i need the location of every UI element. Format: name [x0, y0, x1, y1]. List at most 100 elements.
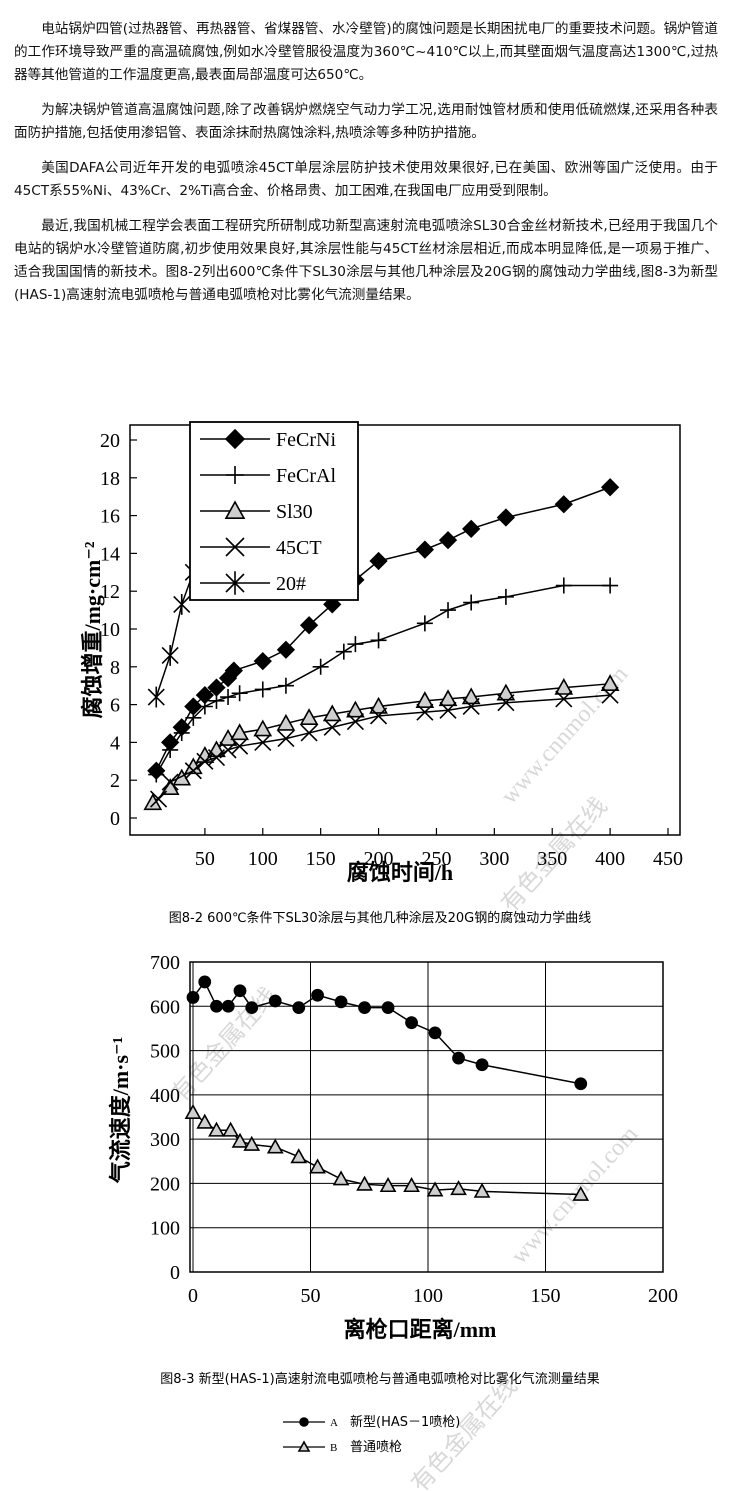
figure-caption: 图8-2 600℃条件下SL30涂层与其他几种涂层及20G钢的腐蚀动力学曲线 — [169, 910, 591, 926]
data-point — [347, 636, 364, 653]
data-point — [369, 551, 388, 571]
data-point — [462, 519, 481, 538]
data-point — [416, 615, 433, 632]
y-tick-label: 300 — [150, 1129, 180, 1151]
data-point — [555, 690, 573, 708]
body-text: 电站锅炉四管(过热器管、再热器管、省煤器管、水冷壁管)的腐蚀问题是长期困扰电厂的… — [14, 18, 718, 319]
x-tick-label: 450 — [653, 848, 683, 870]
data-point — [381, 1001, 395, 1015]
data-point — [440, 602, 457, 619]
data-point — [426, 1181, 444, 1197]
y-tick-label: 6 — [110, 695, 120, 717]
data-point — [496, 508, 516, 527]
y-tick-label: 600 — [150, 996, 180, 1018]
data-point — [208, 692, 225, 709]
data-point — [602, 577, 619, 594]
data-point — [222, 1121, 239, 1137]
legend-marker — [226, 466, 244, 484]
data-point — [496, 683, 516, 701]
y-tick-label: 100 — [150, 1218, 180, 1240]
data-point — [600, 478, 620, 497]
data-point — [299, 708, 319, 726]
data-point — [290, 1148, 308, 1164]
data-point — [497, 588, 514, 605]
data-point — [463, 594, 480, 611]
legend-marker — [224, 428, 246, 450]
data-point — [473, 1182, 491, 1198]
data-point — [312, 658, 329, 675]
data-point — [439, 701, 457, 719]
data-point — [601, 686, 619, 704]
y-tick-label: 0 — [170, 1262, 180, 1284]
data-point — [268, 994, 282, 1008]
data-point — [231, 737, 249, 755]
x-tick-label: 50 — [301, 1285, 321, 1307]
data-point — [309, 1158, 326, 1174]
legend-label: 20# — [276, 573, 306, 595]
data-point — [207, 748, 226, 767]
data-point — [346, 713, 364, 731]
data-point — [243, 1135, 261, 1151]
data-point — [497, 694, 515, 712]
legend-label: FeCrNi — [276, 429, 336, 451]
data-point — [150, 790, 168, 808]
legend-key: A — [330, 1417, 338, 1429]
legend-marker — [224, 500, 246, 520]
data-point — [416, 703, 434, 721]
y-tick-label: 400 — [150, 1085, 180, 1107]
data-point — [369, 707, 388, 725]
x-tick-label: 200 — [364, 848, 394, 870]
legend-marker — [299, 1417, 309, 1427]
data-point — [185, 709, 202, 726]
data-point — [574, 1077, 588, 1091]
data-point — [322, 704, 342, 722]
paragraph: 美国DAFA公司近年开发的电弧喷涂45CT单层涂层防护技术使用效果很好,已在美国… — [14, 160, 718, 199]
plot-frame — [129, 424, 681, 836]
data-point — [277, 730, 295, 748]
data-point — [600, 674, 620, 692]
y-tick-label: 200 — [150, 1173, 180, 1195]
x-tick-label: 100 — [413, 1285, 443, 1307]
y-tick-label: 10 — [100, 619, 120, 641]
data-point — [266, 1138, 284, 1154]
x-tick-label: 350 — [537, 848, 567, 870]
legend-marker — [225, 537, 245, 557]
y-tick-label: 14 — [100, 543, 120, 565]
data-point — [233, 984, 247, 998]
watermark: 有色金属在线 — [406, 1372, 522, 1491]
data-point — [299, 616, 319, 635]
data-point — [572, 1185, 590, 1201]
x-tick-label: 150 — [531, 1285, 561, 1307]
data-point — [356, 1175, 373, 1191]
data-point — [186, 991, 200, 1004]
data-point — [254, 733, 272, 751]
data-point — [196, 752, 214, 770]
watermark: www.cnnmol.com — [506, 1121, 643, 1269]
legend-label: 45CT — [276, 537, 322, 559]
legend-label: Sl30 — [276, 501, 313, 523]
y-tick-label: 0 — [110, 808, 120, 830]
data-point — [184, 762, 202, 780]
data-point — [300, 724, 318, 742]
paragraph: 最近,我国机械工程学会表面工程研究所研制成功新型高速射流电弧喷涂SL30合金丝材… — [14, 218, 718, 303]
y-tick-label: 8 — [110, 657, 120, 679]
data-point — [210, 999, 223, 1013]
data-point — [332, 1170, 350, 1186]
data-point — [415, 540, 434, 559]
data-point — [184, 1103, 202, 1119]
data-point — [173, 594, 191, 615]
data-point — [403, 1176, 420, 1193]
data-point — [438, 689, 458, 707]
data-point — [450, 1180, 467, 1196]
data-point — [461, 687, 481, 705]
legend-marker — [297, 1440, 311, 1452]
data-point — [555, 577, 572, 594]
y-tick-label: 20 — [100, 430, 120, 452]
x-tick-label: 200 — [648, 1285, 678, 1307]
data-point — [358, 1001, 371, 1015]
series-line — [155, 584, 611, 775]
data-point — [277, 677, 294, 694]
x-tick-label: 0 — [188, 1285, 198, 1307]
data-point — [162, 741, 179, 758]
